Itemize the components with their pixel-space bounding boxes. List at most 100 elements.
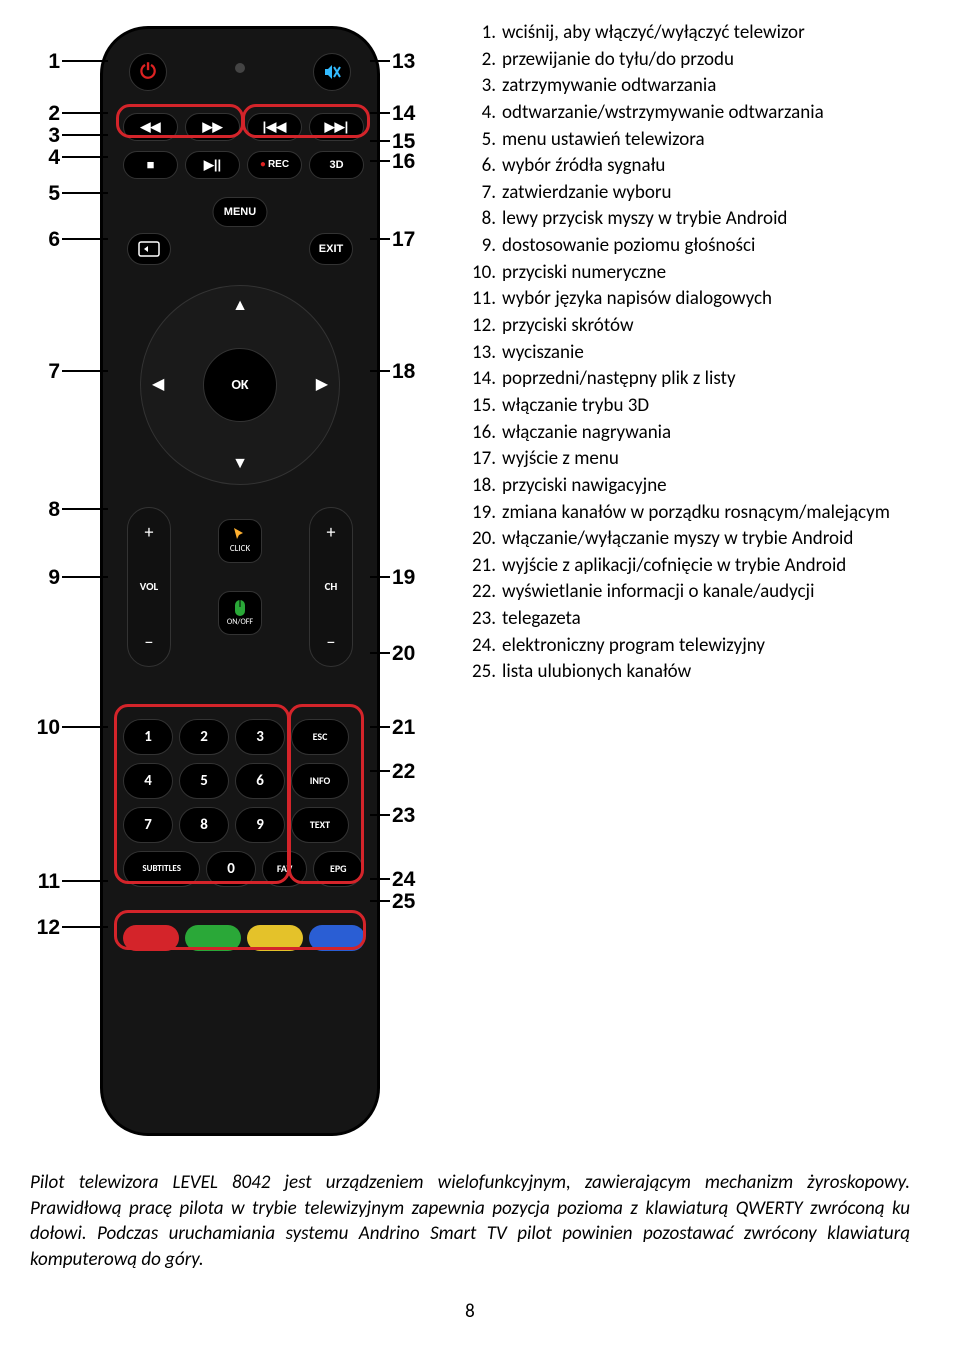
description-text: włączanie nagrywania: [502, 420, 920, 446]
volume-rocker[interactable]: + VOL −: [127, 507, 171, 667]
description-text: przyciski skrótów: [502, 313, 920, 339]
key-2[interactable]: 2: [179, 719, 229, 755]
channel-up-icon: +: [327, 520, 336, 544]
description-item: 18.przyciski nawigacyjne: [468, 473, 920, 499]
description-number: 22.: [468, 579, 502, 605]
description-number: 11.: [468, 286, 502, 312]
remote-diagram: ⏻ ◀◀ ▶▶ |◀◀ ▶▶| ■ ▶|| ●REC 3D MENU EXIT: [20, 20, 460, 1140]
dpad-right[interactable]: ▶: [316, 374, 328, 396]
fastforward-button[interactable]: ▶▶: [185, 113, 240, 141]
mouse-toggle-button[interactable]: ON/OFF: [218, 591, 262, 635]
3d-button[interactable]: 3D: [309, 151, 364, 179]
channel-down-icon: −: [327, 630, 336, 654]
description-item: 3.zatrzymywanie odtwarzania: [468, 73, 920, 99]
source-button[interactable]: [127, 233, 171, 265]
key-9[interactable]: 9: [235, 807, 285, 843]
key-3[interactable]: 3: [235, 719, 285, 755]
description-number: 21.: [468, 553, 502, 579]
esc-button[interactable]: ESC: [291, 719, 349, 755]
rewind-button[interactable]: ◀◀: [123, 113, 178, 141]
description-number: 14.: [468, 366, 502, 392]
key-7[interactable]: 7: [123, 807, 173, 843]
callout-label-1: 1: [20, 48, 60, 76]
description-text: przyciski nawigacyjne: [502, 473, 920, 499]
callout-line-19: [370, 576, 390, 578]
description-number: 3.: [468, 73, 502, 99]
menu-button[interactable]: MENU: [213, 197, 268, 227]
ok-button[interactable]: OK: [203, 348, 277, 422]
play-pause-button[interactable]: ▶||: [185, 151, 240, 179]
callout-line-5: [62, 192, 108, 194]
description-item: 16.włączanie nagrywania: [468, 420, 920, 446]
description-number: 2.: [468, 47, 502, 73]
callout-line-25: [370, 900, 390, 902]
next-track-button[interactable]: ▶▶|: [309, 113, 364, 141]
page-number: 8: [20, 1299, 920, 1325]
record-button[interactable]: ●REC: [247, 151, 302, 179]
description-text: poprzedni/następny plik z listy: [502, 366, 920, 392]
callout-label-25: 25: [392, 888, 415, 916]
prev-track-button[interactable]: |◀◀: [247, 113, 302, 141]
key-4[interactable]: 4: [123, 763, 173, 799]
click-button[interactable]: CLICK: [218, 519, 262, 563]
callout-label-11: 11: [20, 868, 60, 896]
description-number: 12.: [468, 313, 502, 339]
description-number: 4.: [468, 100, 502, 126]
callout-line-6: [62, 238, 108, 240]
subtitles-button[interactable]: SUBTITLES: [123, 851, 200, 887]
key-6[interactable]: 6: [235, 763, 285, 799]
channel-rocker[interactable]: + CH −: [309, 507, 353, 667]
color-key-row: [123, 925, 365, 951]
description-text: zatwierdzanie wyboru: [502, 180, 920, 206]
description-text: lewy przycisk myszy w trybie Android: [502, 206, 920, 232]
key-0[interactable]: 0: [206, 851, 256, 887]
epg-button[interactable]: EPG: [313, 851, 363, 887]
callout-line-21: [370, 726, 390, 728]
callout-label-6: 6: [20, 226, 60, 254]
callout-line-17: [370, 238, 390, 240]
callout-line-15: [370, 140, 390, 142]
description-text: dostosowanie poziomu głośności: [502, 233, 920, 259]
led-indicator: [235, 63, 245, 73]
description-number: 7.: [468, 180, 502, 206]
description-item: 21.wyjście z aplikacji/cofnięcie w trybi…: [468, 553, 920, 579]
description-item: 19.zmiana kanałów w porządku rosnącym/ma…: [468, 500, 920, 526]
callout-line-2: [62, 112, 108, 114]
description-number: 16.: [468, 420, 502, 446]
callout-line-18: [370, 370, 390, 372]
description-item: 1.wciśnij, aby włączyć/wyłączyć telewizo…: [468, 20, 920, 46]
callout-label-13: 13: [392, 48, 415, 76]
green-key[interactable]: [185, 925, 241, 951]
fav-button[interactable]: FAV: [262, 851, 308, 887]
description-text: wybór źródła sygnału: [502, 153, 920, 179]
keypad: 1 2 3 ESC 4 5 6 INFO 7 8 9: [123, 719, 363, 895]
key-5[interactable]: 5: [179, 763, 229, 799]
description-text: wybór języka napisów dialogowych: [502, 286, 920, 312]
key-8[interactable]: 8: [179, 807, 229, 843]
dpad-up[interactable]: ▲: [232, 295, 248, 317]
yellow-key[interactable]: [247, 925, 303, 951]
description-item: 6.wybór źródła sygnału: [468, 153, 920, 179]
volume-down-icon: −: [145, 630, 154, 654]
dpad-down[interactable]: ▼: [232, 453, 248, 475]
description-item: 5.menu ustawień telewizora: [468, 127, 920, 153]
blue-key[interactable]: [309, 925, 365, 951]
description-text: zmiana kanałów w porządku rosnącym/malej…: [502, 500, 920, 526]
text-button[interactable]: TEXT: [291, 807, 349, 843]
description-item: 9.dostosowanie poziomu głośności: [468, 233, 920, 259]
red-key[interactable]: [123, 925, 179, 951]
volume-label: VOL: [140, 580, 158, 595]
info-button[interactable]: INFO: [291, 763, 349, 799]
description-text: przewijanie do tyłu/do przodu: [502, 47, 920, 73]
description-list: 1.wciśnij, aby włączyć/wyłączyć telewizo…: [468, 20, 920, 685]
callout-label-5: 5: [20, 180, 60, 208]
dpad-left[interactable]: ◀: [152, 374, 164, 396]
mute-button[interactable]: [313, 53, 351, 91]
description-number: 23.: [468, 606, 502, 632]
stop-button[interactable]: ■: [123, 151, 178, 179]
description-number: 10.: [468, 260, 502, 286]
callout-label-22: 22: [392, 758, 415, 786]
power-button[interactable]: ⏻: [129, 53, 167, 91]
key-1[interactable]: 1: [123, 719, 173, 755]
exit-button[interactable]: EXIT: [309, 233, 353, 265]
